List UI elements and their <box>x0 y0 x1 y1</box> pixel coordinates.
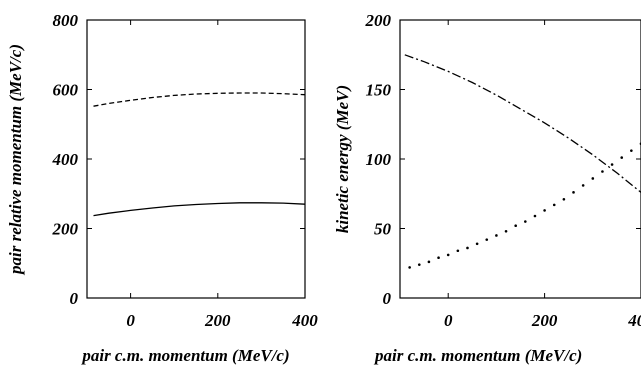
right-x-axis-label: pair c.m. momentum (MeV/c) <box>373 346 582 365</box>
right-series-1-point <box>428 261 431 264</box>
right-series-1-point <box>418 263 421 266</box>
right-ticks: 0 200 400 0 50 100 150 200 <box>365 11 641 330</box>
left-series-1-line <box>94 203 306 216</box>
right-series-1-point <box>553 204 556 207</box>
left-panel: 0 200 400 0 200 400 600 800 pair c.m. momentum … <box>6 11 318 365</box>
right-x-tick-label: 0 <box>444 311 453 330</box>
left-y-axis-label: pair relative momentum (MeV/c) <box>6 44 25 276</box>
right-y-tick-label: 100 <box>366 150 392 169</box>
right-series-1-point <box>485 238 488 241</box>
right-series-1-point <box>601 170 604 173</box>
right-series-1-point <box>572 191 575 194</box>
left-y-tick-label: 800 <box>53 11 79 30</box>
right-series-1-point <box>620 156 623 159</box>
right-series-1-point <box>524 220 527 223</box>
right-series-1-point <box>447 254 450 257</box>
right-plot-frame <box>400 20 641 298</box>
left-y-tick-label: 0 <box>70 289 79 308</box>
right-series-1-point <box>582 184 585 187</box>
left-x-tick-label: 200 <box>204 311 231 330</box>
right-x-tick-label: 400 <box>627 311 641 330</box>
right-series-1-point <box>408 266 411 269</box>
right-series-1-point <box>611 163 614 166</box>
left-plot-frame <box>87 20 305 298</box>
left-series-0-line <box>94 93 306 106</box>
right-y-tick-label: 150 <box>366 81 392 100</box>
left-y-tick-label: 400 <box>52 150 79 169</box>
right-panel: 0 200 400 0 50 100 150 200 pair c.m. momentum (… <box>333 11 641 365</box>
left-series <box>94 93 306 216</box>
right-series-1-point <box>495 234 498 237</box>
left-y-tick-label: 600 <box>53 81 79 100</box>
right-y-tick-label: 200 <box>365 11 392 30</box>
right-y-tick-label: 50 <box>374 220 392 239</box>
right-y-axis-label: kinetic energy (MeV) <box>333 85 352 233</box>
right-series <box>405 55 641 269</box>
right-series-1-point <box>592 177 595 180</box>
right-y-tick-label: 0 <box>383 289 392 308</box>
left-x-axis-label: pair c.m. momentum (MeV/c) <box>80 346 289 365</box>
right-x-tick-label: 200 <box>531 311 558 330</box>
left-x-tick-label: 0 <box>126 311 135 330</box>
right-series-0-line <box>405 55 641 193</box>
right-series-1-point <box>543 209 546 212</box>
right-series-1-point <box>630 149 633 152</box>
right-series-1-point <box>466 247 469 250</box>
left-x-tick-label: 400 <box>291 311 318 330</box>
right-series-1-point <box>457 249 460 252</box>
right-series-1-point <box>505 230 508 233</box>
right-series-1-point <box>437 256 440 259</box>
right-series-1-point <box>534 215 537 218</box>
right-series-1-point <box>563 198 566 201</box>
right-series-1-point <box>476 242 479 245</box>
left-y-tick-label: 200 <box>52 220 79 239</box>
right-series-1-point <box>514 224 517 227</box>
left-ticks: 0 200 400 0 200 400 600 800 <box>52 11 319 330</box>
